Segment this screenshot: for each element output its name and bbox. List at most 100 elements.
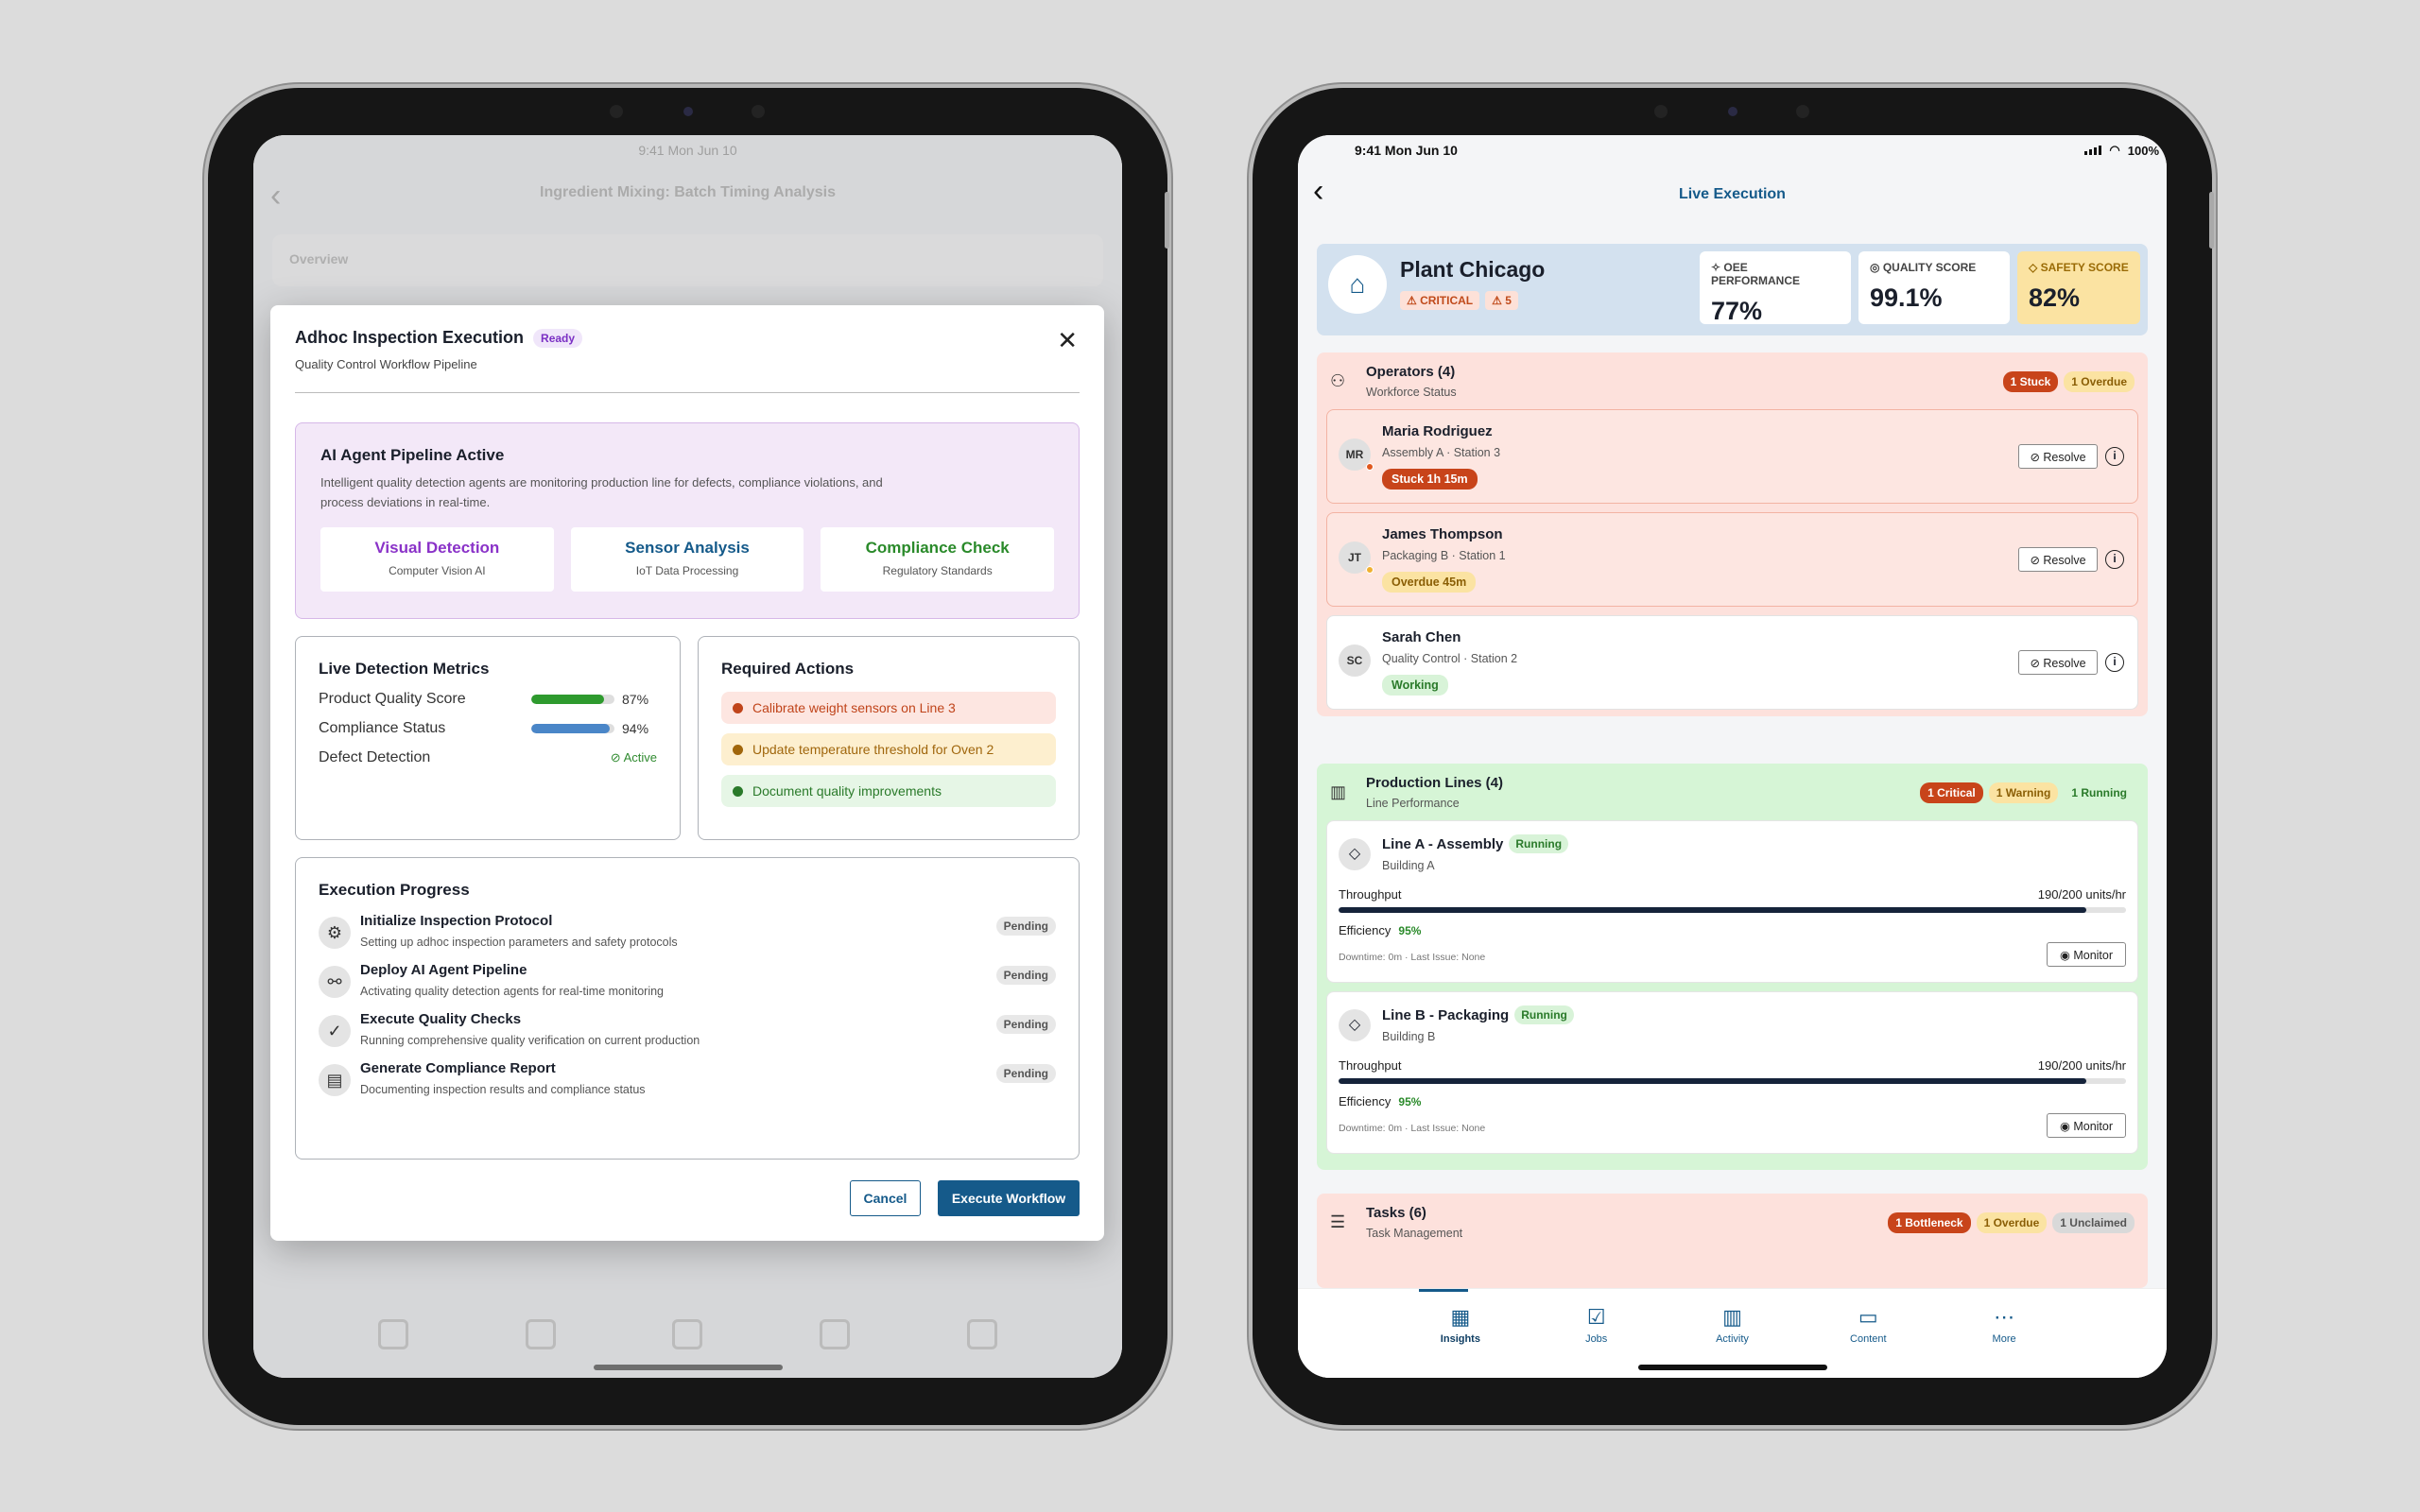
tab-more[interactable]: ⋯ More [1976,1303,2032,1378]
action-item[interactable]: Document quality improvements [721,775,1056,807]
plant-name: Plant Chicago [1400,257,1546,282]
back-chevron-icon[interactable]: ‹ [270,178,282,214]
throughput-label: Throughput [1339,1058,1402,1073]
progress-fill [1339,1078,2087,1084]
agent-card-subtitle: Computer Vision AI [389,564,486,577]
monitor-button[interactable]: ◉ Monitor [2047,942,2126,967]
progress-title: Execution Progress [319,881,470,899]
check-circle-icon: ⊘ [610,750,621,765]
side-button [2209,192,2214,249]
defect-detection-row: Defect Detection ⊘ Active [319,749,657,766]
kpi-label: ✧ OEE PERFORMANCE [1711,261,1840,287]
divider [295,392,1080,393]
lines-badges: 1 Critical 1 Warning 1 Running [1920,782,2135,803]
step-title: Generate Compliance Report [360,1060,556,1076]
action-item[interactable]: Update temperature threshold for Oven 2 [721,733,1056,765]
operator-status-badge: Working [1382,675,1448,696]
info-icon[interactable]: i [2105,447,2124,466]
tasks-header[interactable]: ☰ Tasks (6) Task Management 1 Bottleneck 1… [1317,1194,2148,1250]
presence-dot [1366,566,1374,574]
clipboard-icon: ▤ [319,1064,351,1096]
tab-activity[interactable]: ▥ Activity [1703,1303,1760,1378]
users-icon: ⚇ [1330,370,1346,390]
info-icon[interactable]: i [2105,550,2124,569]
tab-insights[interactable]: ▦ Insights [1432,1303,1489,1378]
kpi-card[interactable]: ◎ QUALITY SCORE 99.1% [1858,251,2010,324]
production-lines-section: ▥ Production Lines (4) Line Performance 1… [1317,764,2148,1170]
ai-agent-card[interactable]: Compliance Check Regulatory Standards [821,527,1055,592]
back-chevron-icon[interactable]: ‹ [1313,173,1324,209]
modal-header: Adhoc Inspection Execution Ready [295,328,1080,348]
critical-label: CRITICAL [1420,294,1474,307]
kpi-label-text: OEE PERFORMANCE [1711,261,1801,287]
operator-location: Packaging B · Station 1 [1382,549,1506,562]
home-indicator [593,1365,783,1370]
sensor [1796,105,1809,118]
production-line-card[interactable]: ◇ Line A - Assembly Running Building A Throu… [1326,820,2138,983]
step-title: Initialize Inspection Protocol [360,913,553,929]
execute-workflow-button[interactable]: Execute Workflow [938,1180,1080,1216]
operator-card[interactable]: JT James Thompson Packaging B · Station 1 O… [1326,512,2138,607]
throughput-label: Throughput [1339,887,1402,902]
line-building: Building B [1382,1030,1436,1043]
ai-pipeline-panel: AI Agent Pipeline Active Intelligent qua… [295,422,1080,619]
tab-label: More [1992,1333,2016,1345]
lines-header[interactable]: ▥ Production Lines (4) Line Performance 1… [1317,764,2148,820]
operator-card[interactable]: SC Sarah Chen Quality Control · Station 2 W… [1326,615,2138,710]
kpi-value: 77% [1711,297,1763,325]
progress-step: ⚯ Deploy AI Agent Pipeline Activating qual… [319,962,1056,998]
tab-label: Insights [1440,1333,1480,1345]
modal-title: Adhoc Inspection Execution [295,328,525,347]
close-icon[interactable]: ✕ [1057,326,1078,354]
tab-icon [967,1319,998,1349]
tab-jobs[interactable]: ☑ Jobs [1568,1303,1625,1378]
agent-icon: ⚯ [319,966,351,998]
production-line-card[interactable]: ◇ Line B - Packaging Running Building B Thro… [1326,991,2138,1154]
status-badge: 1 Overdue [2064,371,2135,392]
operator-name: Maria Rodriguez [1382,423,1493,439]
resolve-button[interactable]: ⊘ Resolve [2018,650,2098,675]
operator-card[interactable]: MR Maria Rodriguez Assembly A · Station 3 S… [1326,409,2138,504]
alert-count: 5 [1505,294,1512,307]
ai-agent-card[interactable]: Visual Detection Computer Vision AI [320,527,554,592]
lines-list: ◇ Line A - Assembly Running Building A Throu… [1317,820,2148,1154]
status-dot [733,785,743,797]
pending-badge: Pending [995,1064,1056,1083]
inspection-modal: Adhoc Inspection Execution Ready Quality… [270,305,1104,1241]
kpi-card[interactable]: ✧ OEE PERFORMANCE 77% [1700,251,1851,325]
ready-badge: Ready [533,328,583,348]
pending-badge: Pending [995,966,1056,985]
factory-line-icon: ▥ [1330,782,1347,801]
status-icons: ◠ 100% [2084,143,2159,158]
tab-icon [525,1319,556,1349]
ai-agent-card[interactable]: Sensor Analysis IoT Data Processing [570,527,804,592]
action-item[interactable]: Calibrate weight sensors on Line 3 [721,692,1056,724]
check-circle-icon: ⊘ [2030,553,2044,567]
monitor-button[interactable]: ◉ Monitor [2047,1113,2126,1138]
info-icon[interactable]: i [2105,653,2124,672]
throughput-bar [1339,907,2126,913]
kpi-icon: ✧ [1711,261,1724,274]
operators-header[interactable]: ⚇ Operators (4) Workforce Status 1 Stuck 1… [1317,352,2148,409]
pending-badge: Pending [995,917,1056,936]
progress-fill [1339,907,2087,913]
operator-location: Quality Control · Station 2 [1382,652,1518,665]
resolve-button[interactable]: ⊘ Resolve [2018,547,2098,572]
operator-status-badge: Stuck 1h 15m [1382,469,1478,490]
camera [683,107,693,116]
efficiency-value: 95% [1398,1095,1422,1108]
efficiency-row: Efficiency 95% [1339,923,1421,937]
metrics-list: Product Quality Score 87% Compliance Statu… [319,691,657,737]
overview-label: Overview [289,251,349,266]
cancel-button[interactable]: Cancel [850,1180,921,1216]
tab-content[interactable]: ▭ Content [1840,1303,1896,1378]
side-button [1165,192,1169,249]
sensor [752,105,765,118]
resolve-label: Resolve [2043,553,2086,567]
agent-card-title: Compliance Check [865,539,1010,557]
kpi-card[interactable]: ◇ SAFETY SCORE 82% [2017,251,2140,324]
resolve-button[interactable]: ⊘ Resolve [2018,444,2098,469]
pending-badge: Pending [995,1015,1056,1034]
operator-location: Assembly A · Station 3 [1382,446,1501,459]
plant-summary-card[interactable]: ⌂ Plant Chicago ⚠ CRITICAL ⚠ 5 ✧ OEE PER… [1317,244,2148,335]
